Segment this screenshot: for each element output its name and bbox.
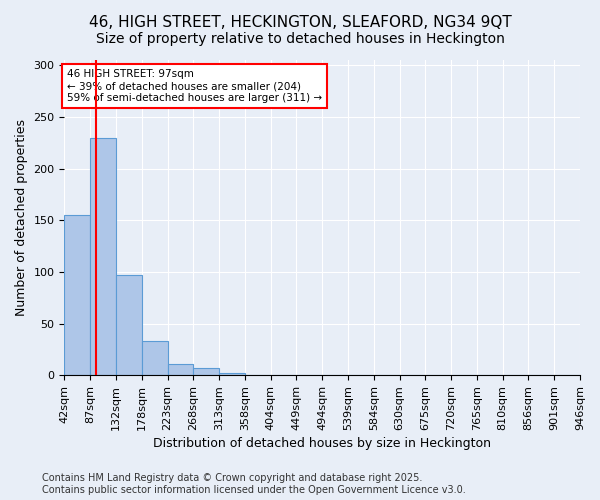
Bar	[90, 138, 116, 375]
Text: Size of property relative to detached houses in Heckington: Size of property relative to detached ho…	[95, 32, 505, 46]
X-axis label: Distribution of detached houses by size in Heckington: Distribution of detached houses by size …	[153, 437, 491, 450]
Bar	[116, 275, 142, 375]
Bar	[193, 368, 219, 375]
Text: 46, HIGH STREET, HECKINGTON, SLEAFORD, NG34 9QT: 46, HIGH STREET, HECKINGTON, SLEAFORD, N…	[89, 15, 511, 30]
Bar	[219, 373, 245, 375]
Text: 46 HIGH STREET: 97sqm
← 39% of detached houses are smaller (204)
59% of semi-det: 46 HIGH STREET: 97sqm ← 39% of detached …	[67, 70, 322, 102]
Y-axis label: Number of detached properties: Number of detached properties	[15, 119, 28, 316]
Bar	[167, 364, 193, 375]
Bar	[64, 215, 90, 375]
Text: Contains HM Land Registry data © Crown copyright and database right 2025.
Contai: Contains HM Land Registry data © Crown c…	[42, 474, 466, 495]
Bar	[142, 341, 167, 375]
